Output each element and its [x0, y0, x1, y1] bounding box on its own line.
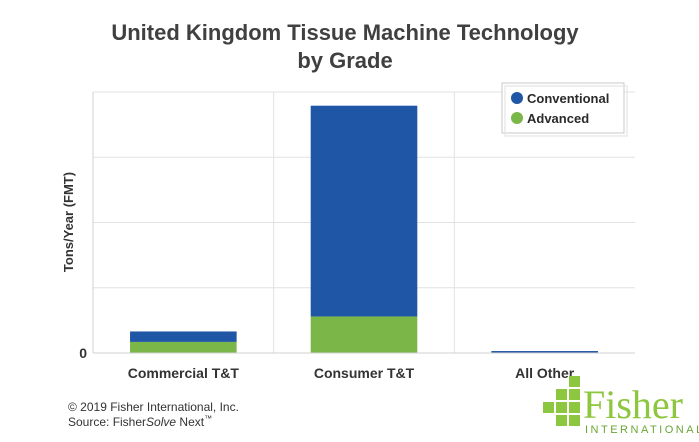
source-trademark: ™: [204, 414, 212, 423]
legend-swatch-advanced: [511, 112, 523, 124]
bar-conventional-2: [491, 351, 598, 353]
x-tick-label-0: Commercial T&T: [128, 365, 240, 381]
legend-box: [501, 82, 625, 134]
legend-shadow: [504, 85, 628, 137]
source-prefix: Source: Fisher: [68, 415, 146, 429]
bar-advanced-1: [310, 316, 418, 353]
bar-conventional-1: [310, 105, 418, 317]
legend: Conventional Advanced: [501, 82, 628, 137]
source-text: Source: FisherSolve Next™: [68, 414, 212, 429]
chart-title-line-2: by Grade: [297, 48, 392, 73]
bar-advanced-0: [130, 341, 237, 353]
chart-title-line-1: United Kingdom Tissue Machine Technology: [111, 20, 579, 45]
logo-subtext: INTERNATIONAL: [585, 424, 699, 436]
logo-wordmark: Fisher: [583, 382, 683, 427]
source-italic: Solve: [146, 415, 176, 429]
x-tick-label-1: Consumer T&T: [314, 365, 415, 381]
x-tick-labels: Commercial T&T Consumer T&T All Other: [128, 365, 575, 381]
y-axis-label: Tons/Year (FMT): [61, 172, 76, 272]
bars: [130, 105, 598, 353]
logo-mark-icon: [543, 376, 580, 426]
copyright-text: © 2019 Fisher International, Inc.: [68, 400, 239, 414]
axes: [92, 92, 635, 354]
x-tick-label-2: All Other: [515, 365, 575, 381]
bar-conventional-0: [130, 331, 237, 342]
legend-label-conventional: Conventional: [527, 91, 609, 106]
source-suffix: Next: [176, 415, 205, 429]
y-tick-label-0: 0: [79, 345, 87, 361]
y-tick-labels: 0: [79, 345, 87, 361]
fisher-logo: Fisher INTERNATIONAL: [543, 376, 699, 436]
legend-swatch-conventional: [511, 92, 523, 104]
legend-label-advanced: Advanced: [527, 111, 589, 126]
